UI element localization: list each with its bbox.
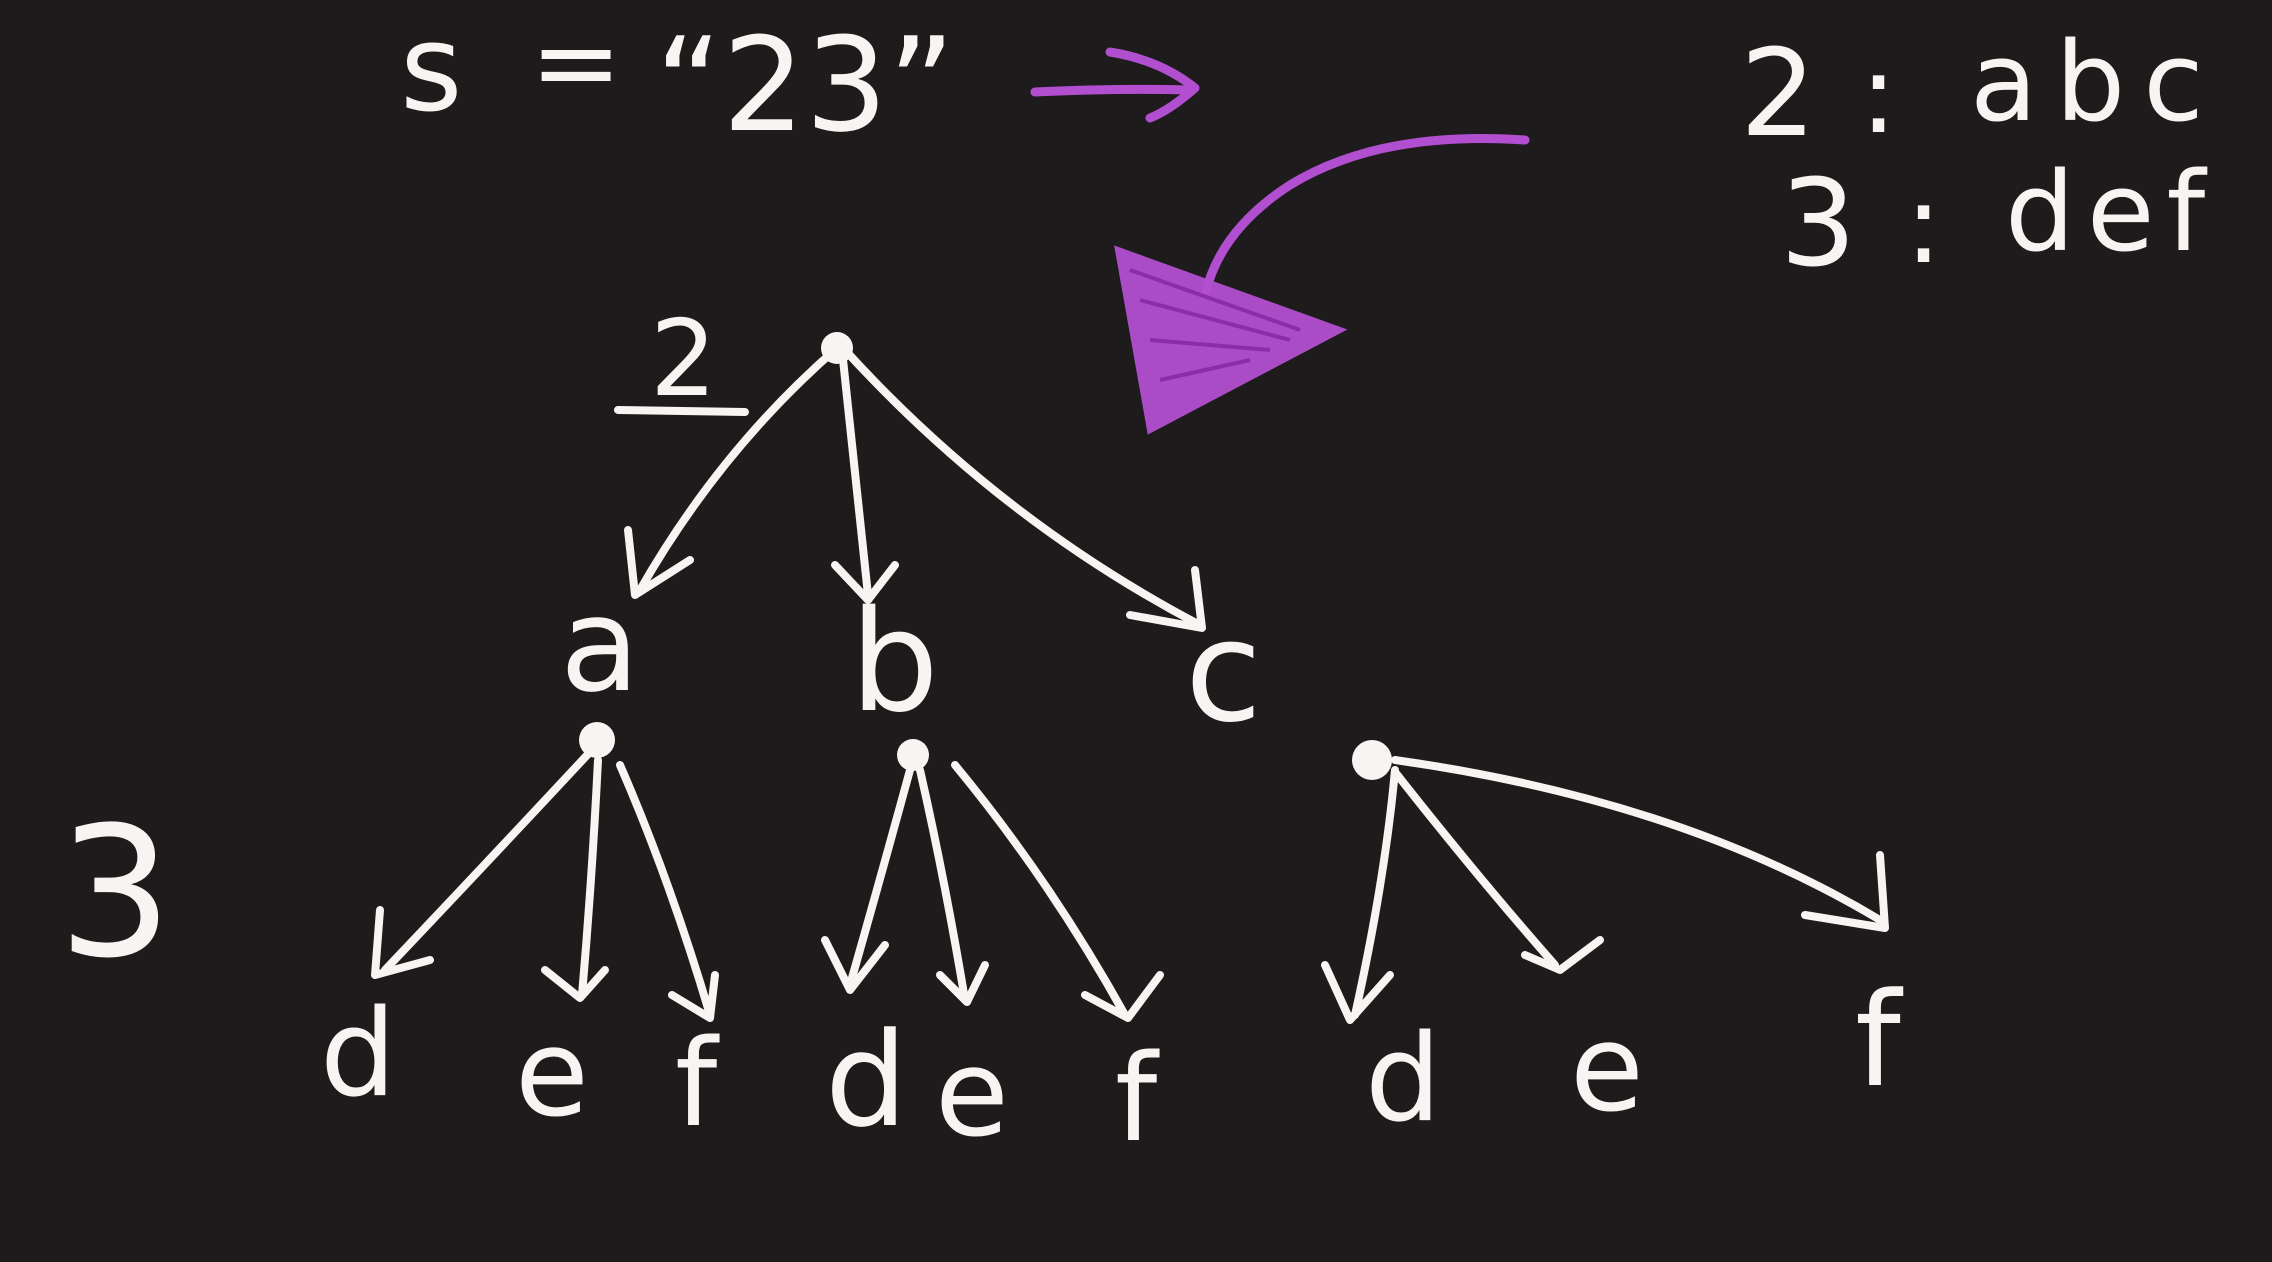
tree-edge	[1391, 756, 1884, 924]
arrow-head	[1321, 961, 1394, 1024]
level-label-underline	[614, 406, 749, 416]
level1-letter-b: b	[850, 581, 939, 744]
arrow-head	[821, 936, 889, 994]
leaf-letter: e	[935, 1025, 1009, 1164]
level1-letter-c: c	[1185, 591, 1262, 754]
tree-edge	[841, 346, 1204, 629]
tree-edge	[846, 766, 914, 989]
branch-node	[897, 739, 929, 771]
leaf-letter: d	[825, 1004, 908, 1156]
purple-curved-arrow	[1114, 134, 1530, 435]
tree-edge	[616, 761, 714, 1019]
mapping-digit: 2	[1740, 25, 1816, 164]
mapping-row: 2 : abc	[1740, 18, 2222, 164]
leaf-letter: d	[1365, 1010, 1441, 1149]
tree-root	[624, 332, 1206, 632]
mapping-letters: abc	[1970, 18, 2222, 146]
level-label-digit-2: 2	[650, 298, 717, 420]
tree-edge	[636, 344, 841, 594]
arrow-head	[541, 966, 609, 1002]
arrow-head	[1801, 851, 1889, 932]
subtree-c	[1321, 740, 1889, 1024]
level-labels: 2 3	[58, 298, 749, 998]
subtree-a	[371, 722, 719, 1022]
branch-node	[1352, 740, 1392, 780]
tree-edge	[838, 346, 872, 599]
arrow-head	[1126, 566, 1206, 632]
input-expression: s = “23”	[400, 0, 955, 161]
arrow-head	[624, 526, 694, 599]
level-label-digit-3: 3	[58, 789, 173, 998]
purple-right-arrow	[1030, 47, 1200, 123]
arrow-head	[936, 961, 989, 1006]
arrow-head	[371, 906, 434, 979]
mapping-colon: :	[1905, 160, 1942, 288]
subtree-b	[821, 739, 1164, 1022]
leaf-letter: e	[1570, 1000, 1644, 1139]
tree-edge	[916, 766, 969, 1004]
arrow-head	[1081, 971, 1164, 1022]
leaf-letter: e	[515, 1005, 589, 1144]
tree-edge	[1351, 766, 1399, 1019]
tree-edge	[578, 756, 602, 999]
tree-edge	[1391, 768, 1559, 969]
level1-letter-a: a	[560, 569, 640, 721]
input-equals: =	[530, 0, 622, 126]
leaf-letter: d	[320, 985, 396, 1124]
mapping-row: 3 : def	[1780, 148, 2217, 294]
digit-mapping: 2 : abc 3 : def	[1740, 18, 2222, 294]
input-var: s	[400, 0, 463, 139]
arrow-head	[831, 561, 899, 604]
tree-edge	[951, 761, 1129, 1019]
arrow-head	[668, 971, 719, 1022]
level1-letters: a b c	[560, 569, 1262, 754]
mapping-digit: 3	[1780, 155, 1856, 294]
leaf-letter: f	[1855, 964, 1904, 1116]
arrow-head	[1521, 936, 1604, 974]
tree-edge	[381, 748, 594, 974]
leaf-letter: f	[675, 1015, 720, 1154]
mapping-letters: def	[2005, 148, 2217, 276]
mapping-colon: :	[1860, 30, 1897, 158]
level2-leaves: d e f d e f d e f	[320, 964, 1904, 1169]
leaf-letter: f	[1115, 1030, 1160, 1169]
input-value: “23”	[655, 9, 955, 161]
